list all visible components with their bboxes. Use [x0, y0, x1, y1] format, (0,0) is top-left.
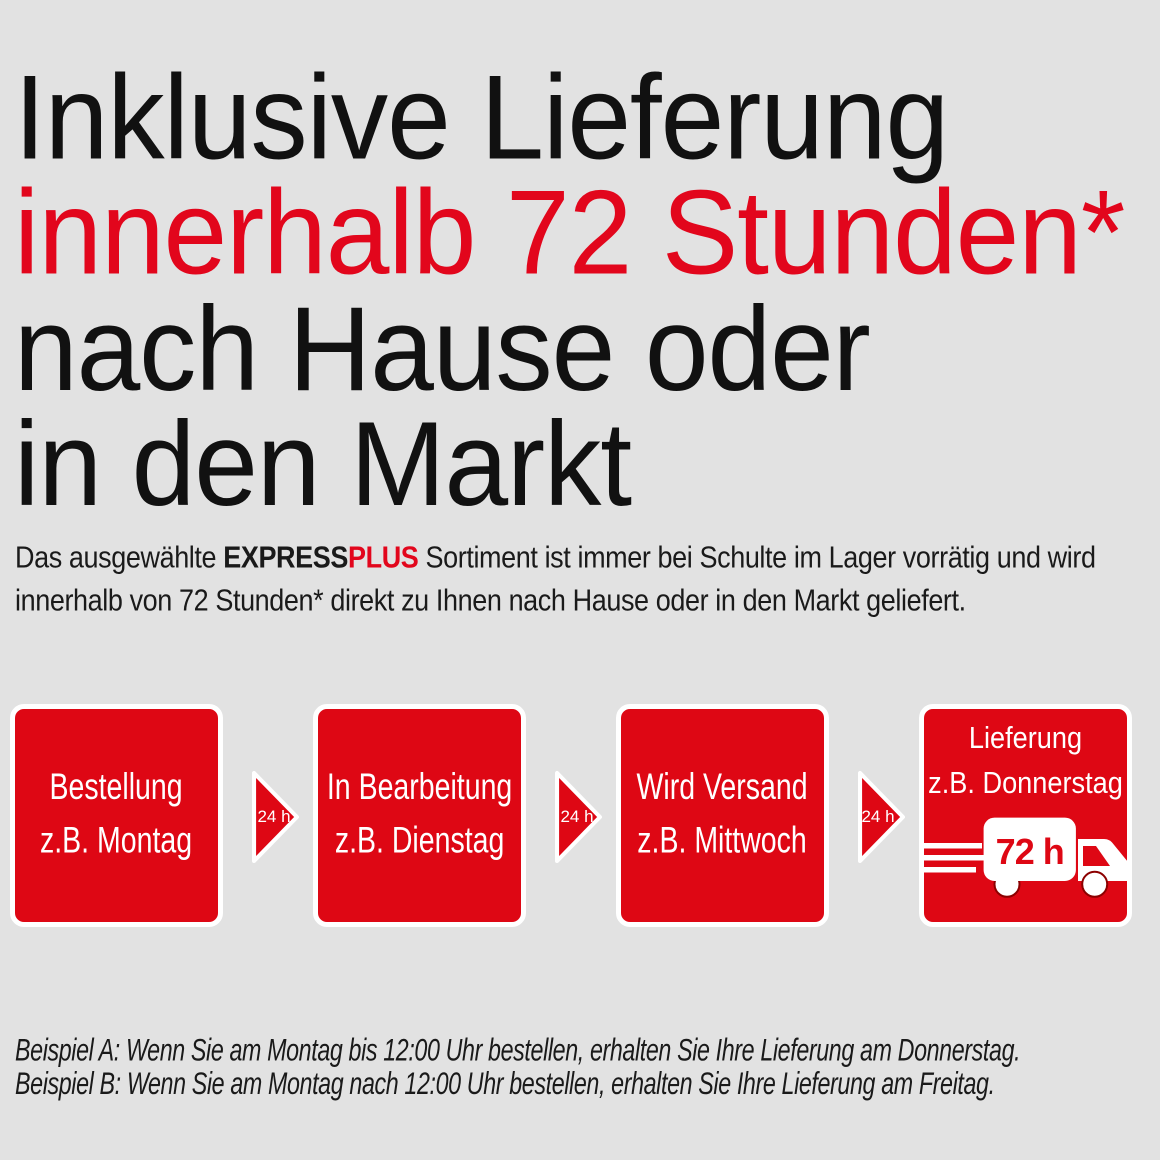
svg-text:72 h: 72 h [996, 831, 1064, 872]
